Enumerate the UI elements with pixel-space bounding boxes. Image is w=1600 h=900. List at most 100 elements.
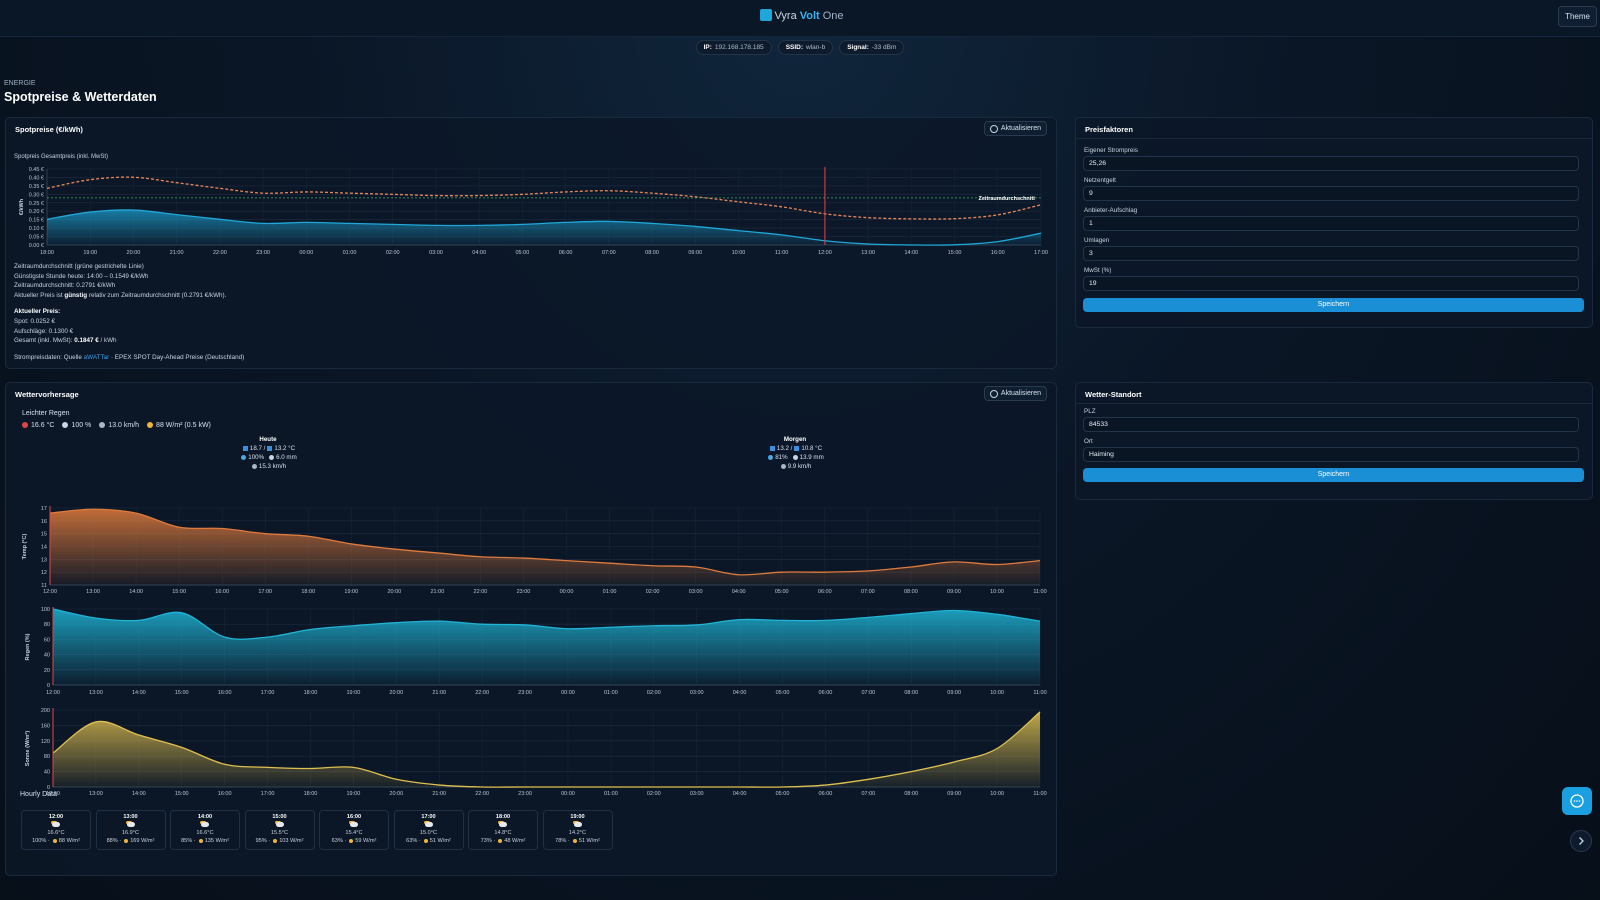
day-summary: Morgen 13.2 / 10.8 °C 81% 13.9 mm 9.9 km/h bbox=[715, 435, 875, 471]
y-tick-label: 80 bbox=[44, 622, 50, 628]
field-input[interactable]: 1 bbox=[1083, 216, 1579, 231]
x-tick-label: 04:00 bbox=[472, 250, 486, 256]
x-tick-label: 09:00 bbox=[688, 250, 702, 256]
status-value: wlan-b bbox=[806, 44, 826, 51]
y-tick-label: 17 bbox=[41, 506, 47, 512]
x-tick-label: 08:00 bbox=[904, 589, 918, 595]
series-line bbox=[49, 508, 1041, 576]
hour-card: 12:00 16.6°C 100% · 88 W/m² bbox=[21, 810, 91, 850]
section-kicker: ENERGIE bbox=[4, 80, 36, 87]
hour-icon-row bbox=[246, 821, 314, 831]
field-input[interactable]: 19 bbox=[1083, 276, 1579, 291]
day-min: 10.8 °C bbox=[801, 445, 823, 452]
x-tick-label: 00:00 bbox=[299, 250, 313, 256]
hour-card: 14:00 16.6°C 85% · 135 W/m² bbox=[170, 810, 240, 850]
note-line: Zeitraumdurchschnitt (grüne gestrichelte… bbox=[14, 262, 244, 272]
hour-temp: 15.4°C bbox=[345, 830, 363, 837]
x-tick-label: 06:00 bbox=[818, 589, 832, 595]
y-tick-label: 0.25 € bbox=[29, 201, 44, 207]
note-line: Aufschläge: 0.1300 € bbox=[14, 327, 244, 337]
icon bbox=[273, 838, 278, 843]
x-tick-label: 05:00 bbox=[776, 791, 790, 797]
field-input[interactable]: 84533 bbox=[1083, 417, 1579, 432]
hour-details: 63% · 59 W/m² bbox=[320, 838, 388, 846]
x-tick-label: 19:00 bbox=[347, 791, 361, 797]
x-tick-label: 21:00 bbox=[431, 589, 445, 595]
x-tick-label: 20:00 bbox=[387, 589, 401, 595]
panel-title: Preisfaktoren bbox=[1085, 125, 1133, 134]
y-tick-label: 0.20 € bbox=[29, 209, 44, 215]
icon bbox=[198, 838, 203, 843]
y-axis-label: Sonne (W/m²) bbox=[24, 731, 31, 767]
hour-time: 18:00 bbox=[495, 814, 511, 820]
section-title: Spotpreise & Wetterdaten bbox=[4, 90, 157, 104]
current-rain: 100 % bbox=[71, 422, 92, 429]
hour-sun: 51 W/m² bbox=[429, 837, 451, 844]
save-button[interactable]: Speichern bbox=[1083, 468, 1584, 482]
x-tick-label: 23:00 bbox=[256, 250, 270, 256]
hour-icon-row bbox=[544, 821, 612, 831]
y-tick-label: 100 bbox=[41, 607, 50, 613]
brand: Vyra Volt One bbox=[0, 9, 1600, 22]
note-text: 0.1847 € bbox=[74, 337, 99, 345]
day-wind-speed: 9.9 km/h bbox=[787, 463, 812, 470]
field-input[interactable]: 3 bbox=[1083, 246, 1579, 261]
x-tick-label: 02:00 bbox=[647, 791, 661, 797]
spot-panel: Spotpreis Gesamtpreis (inkl. MwSt) €/kWh 0… bbox=[5, 117, 1057, 369]
weather-icon bbox=[350, 821, 358, 827]
weather-icon bbox=[126, 821, 135, 827]
hour-rain: 85% · bbox=[181, 837, 196, 844]
field-input[interactable]: Haiming bbox=[1083, 447, 1579, 462]
y-tick-label: 0.30 € bbox=[29, 192, 44, 198]
y-tick-label: 0.10 € bbox=[29, 226, 44, 232]
save-button[interactable]: Speichern bbox=[1083, 298, 1584, 312]
day-wind: 9.9 km/h bbox=[715, 462, 875, 471]
note-text: Zeitraumdurchschnitt (grüne gestrichelte… bbox=[14, 263, 144, 270]
theme-button[interactable]: Theme bbox=[1558, 6, 1597, 27]
y-tick-label: 0.00 € bbox=[29, 243, 44, 249]
temp-chart: Temp (°C) 11 12 13 14 15 16 17 12:00 13:00 14:00 15… bbox=[22, 506, 1047, 595]
icon bbox=[22, 422, 28, 428]
current-row: 16.6 °C 100 % 13.0 km/h 88 W/m² (0.5 kW) bbox=[14, 422, 211, 429]
y-tick-label: 0 bbox=[47, 785, 50, 791]
logo bbox=[759, 9, 772, 21]
field-input[interactable]: 25,26 bbox=[1083, 156, 1579, 171]
y-tick-label: 16 bbox=[41, 519, 47, 525]
next-button[interactable] bbox=[1570, 830, 1592, 852]
field-input[interactable]: 9 bbox=[1083, 186, 1579, 201]
note-text: Zeitraumdurchschnitt: 0.2791 €/kWh bbox=[14, 282, 116, 290]
panel-title: Wettervorhersage bbox=[15, 390, 79, 399]
hour-rain: 88% · bbox=[106, 837, 122, 844]
x-tick-label: 00:00 bbox=[560, 589, 574, 595]
chat-button[interactable] bbox=[1562, 787, 1592, 815]
refresh-button[interactable]: Aktualisieren bbox=[983, 121, 1047, 136]
x-tick-label: 16:00 bbox=[991, 250, 1005, 256]
x-tick-label: 23:00 bbox=[518, 690, 532, 696]
x-tick-label: 17:00 bbox=[261, 690, 275, 696]
note-text: Gesamt (inkl. MwSt): bbox=[14, 337, 75, 345]
status-pill: IP: 192.168.178.185 bbox=[695, 40, 772, 55]
hour-time: 12:00 bbox=[48, 814, 64, 820]
source-link[interactable]: aWATTar bbox=[83, 353, 110, 361]
hour-card: 17:00 15.0°C 63% · 51 W/m² bbox=[393, 810, 464, 850]
hour-details: 85% · 135 W/m² bbox=[171, 838, 239, 846]
weather-icon bbox=[201, 821, 209, 827]
y-tick-label: 15 bbox=[41, 532, 47, 538]
day-min: 13.2 °C bbox=[274, 445, 296, 452]
hour-details: 95% · 103 W/m² bbox=[246, 838, 314, 846]
x-tick-label: 09:00 bbox=[947, 589, 961, 595]
hour-rain: 95% · bbox=[255, 837, 271, 844]
y-tick-label: 11 bbox=[41, 583, 47, 589]
refresh-button[interactable]: Aktualisieren bbox=[983, 386, 1047, 401]
day-title: Morgen bbox=[783, 436, 807, 443]
y-tick-label: 60 bbox=[44, 637, 50, 643]
hour-details: 78% · 51 W/m² bbox=[544, 838, 612, 846]
hour-sun: 48 W/m² bbox=[504, 837, 526, 844]
field-label: PLZ bbox=[1084, 408, 1096, 415]
x-tick-label: 12:00 bbox=[43, 589, 57, 595]
icon bbox=[251, 463, 257, 469]
icon bbox=[349, 838, 354, 843]
x-tick-label: 00:00 bbox=[561, 690, 575, 696]
note-text: Aufschläge: 0.1300 € bbox=[14, 327, 74, 335]
